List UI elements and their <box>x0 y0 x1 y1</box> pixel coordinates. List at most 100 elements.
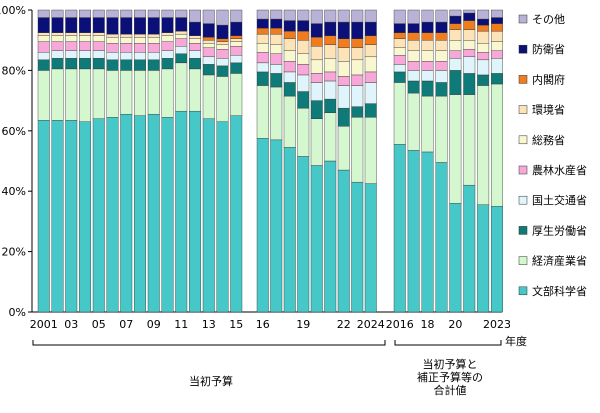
bar-segment-環境省 <box>421 40 434 51</box>
bar-segment-国土交通省 <box>120 52 133 61</box>
x-tick-label: 2024 <box>357 318 385 331</box>
bar-segment-厚生労働省 <box>421 80 434 97</box>
bar-segment-農林水産省 <box>324 71 337 82</box>
bar-segment-国土交通省 <box>351 85 364 107</box>
bar-segment-経済産業省 <box>351 117 364 183</box>
bar-segment-総務省 <box>297 53 310 65</box>
bar-segment-厚生労働省 <box>283 82 296 97</box>
bar-segment-厚生労働省 <box>393 71 406 83</box>
bar-segment-農林水産省 <box>297 64 310 76</box>
bar-segment-総務省 <box>491 41 503 51</box>
bar-segment-国土交通省 <box>65 50 78 59</box>
bar-segment-厚生労働省 <box>65 58 78 70</box>
bar-segment-農林水産省 <box>134 43 146 53</box>
y-tick-label: 60% <box>2 125 26 138</box>
bar-segment-経済産業省 <box>216 76 229 122</box>
bar-segment-環境省 <box>407 40 420 51</box>
bar-segment-その他 <box>175 9 188 18</box>
bar-segment-文部科学省 <box>230 115 243 313</box>
bar-segment-環境省 <box>216 41 229 45</box>
bar-segment-経済産業省 <box>202 74 215 119</box>
bar-segment-経済産業省 <box>79 68 91 122</box>
x-tick-label: 2023 <box>483 318 511 331</box>
bar-segment-農林水産省 <box>51 41 64 51</box>
x-tick-label: 09 <box>147 318 161 331</box>
bar-segment-国土交通省 <box>310 82 323 101</box>
bar-segment-経済産業省 <box>337 126 350 171</box>
bar-segment-その他 <box>435 9 448 23</box>
bar-segment-環境省 <box>106 33 119 38</box>
bar-segment-国土交通省 <box>297 74 310 92</box>
bar-segment-環境省 <box>477 30 490 44</box>
bar-segment-農林水産省 <box>421 61 434 71</box>
bar-segment-その他 <box>230 9 243 23</box>
bar-segment-その他 <box>297 9 310 21</box>
bar-segment-環境省 <box>147 33 160 38</box>
bar-segment-その他 <box>216 9 229 26</box>
bar-segment-文部科学省 <box>120 113 133 313</box>
bar-segment-その他 <box>364 9 377 23</box>
bar-segment-防衛省 <box>189 21 201 36</box>
bar-segment-経済産業省 <box>161 68 174 118</box>
legend-label: 経済産業省 <box>532 254 587 268</box>
bar-segment-総務省 <box>256 43 269 53</box>
bar-segment-経済産業省 <box>421 95 434 153</box>
bar-segment-経済産業省 <box>230 73 243 116</box>
bar-segment-防衛省 <box>65 17 78 33</box>
bar-segment-文部科学省 <box>283 147 296 313</box>
bar-segment-厚生労働省 <box>37 59 50 71</box>
bar-segment-環境省 <box>161 32 174 36</box>
bar-segment-環境省 <box>270 33 283 45</box>
bar-segment-経済産業省 <box>256 85 269 139</box>
bar-segment-国土交通省 <box>449 58 462 71</box>
bar-segment-経済産業省 <box>106 70 119 118</box>
bar-segment-防衛省 <box>161 17 174 33</box>
bar-segment-防衛省 <box>364 21 377 36</box>
bar-segment-農林水産省 <box>393 55 406 65</box>
bar-segment-経済産業省 <box>435 95 448 163</box>
x-unit-label: 年度 <box>505 334 527 348</box>
bar-segment-厚生労働省 <box>435 82 448 97</box>
bar-segment-国土交通省 <box>175 46 188 54</box>
bar-segment-防衛省 <box>134 17 146 35</box>
bar-segment-国土交通省 <box>270 64 283 74</box>
legend-swatch <box>518 105 528 114</box>
bar-segment-経済産業省 <box>463 94 476 186</box>
bar-segment-厚生労働省 <box>407 80 420 94</box>
bar-segment-その他 <box>120 9 133 18</box>
bar-segment-経済産業省 <box>283 95 296 148</box>
bar-segment-総務省 <box>161 35 174 42</box>
group-label: 当初予算 <box>189 374 233 388</box>
bar-segment-防衛省 <box>449 15 462 24</box>
bar-segment-国土交通省 <box>51 50 64 59</box>
bar-segment-環境省 <box>449 29 462 41</box>
bar-segment-その他 <box>393 9 406 24</box>
bar-segment-文部科学省 <box>310 165 323 313</box>
bar-segment-国土交通省 <box>407 70 420 82</box>
bar-segment-防衛省 <box>175 17 188 32</box>
bar-segment-国土交通省 <box>161 50 174 59</box>
bar-segment-文部科学省 <box>364 183 377 313</box>
bar-segment-防衛省 <box>106 17 119 35</box>
bar-segment-厚生労働省 <box>79 58 91 70</box>
x-tick-label: 15 <box>229 318 243 331</box>
bar-segment-総務省 <box>189 38 201 44</box>
bar-segment-国土交通省 <box>435 70 448 83</box>
bar-segment-農林水産省 <box>337 76 350 86</box>
bar-segment-国土交通省 <box>491 58 503 74</box>
bar-segment-国土交通省 <box>283 71 296 83</box>
bar-segment-総務省 <box>364 56 377 73</box>
bar-segment-環境省 <box>351 47 364 61</box>
bar-segment-環境省 <box>337 47 350 62</box>
bar-segment-その他 <box>134 9 146 18</box>
bar-segment-内閣府 <box>407 32 420 41</box>
bar-segment-環境省 <box>92 32 105 36</box>
legend-label: 防衛省 <box>532 42 565 56</box>
bar-segment-その他 <box>351 9 364 23</box>
group-label: 当初予算と補正予算等の合計値 <box>417 357 483 397</box>
bar-segment-文部科学省 <box>161 117 174 313</box>
bar-segment-内閣府 <box>310 36 323 47</box>
bar-segment-総務省 <box>393 47 406 56</box>
bar-segment-文部科学省 <box>37 120 50 313</box>
bar-segment-農林水産省 <box>477 52 490 61</box>
